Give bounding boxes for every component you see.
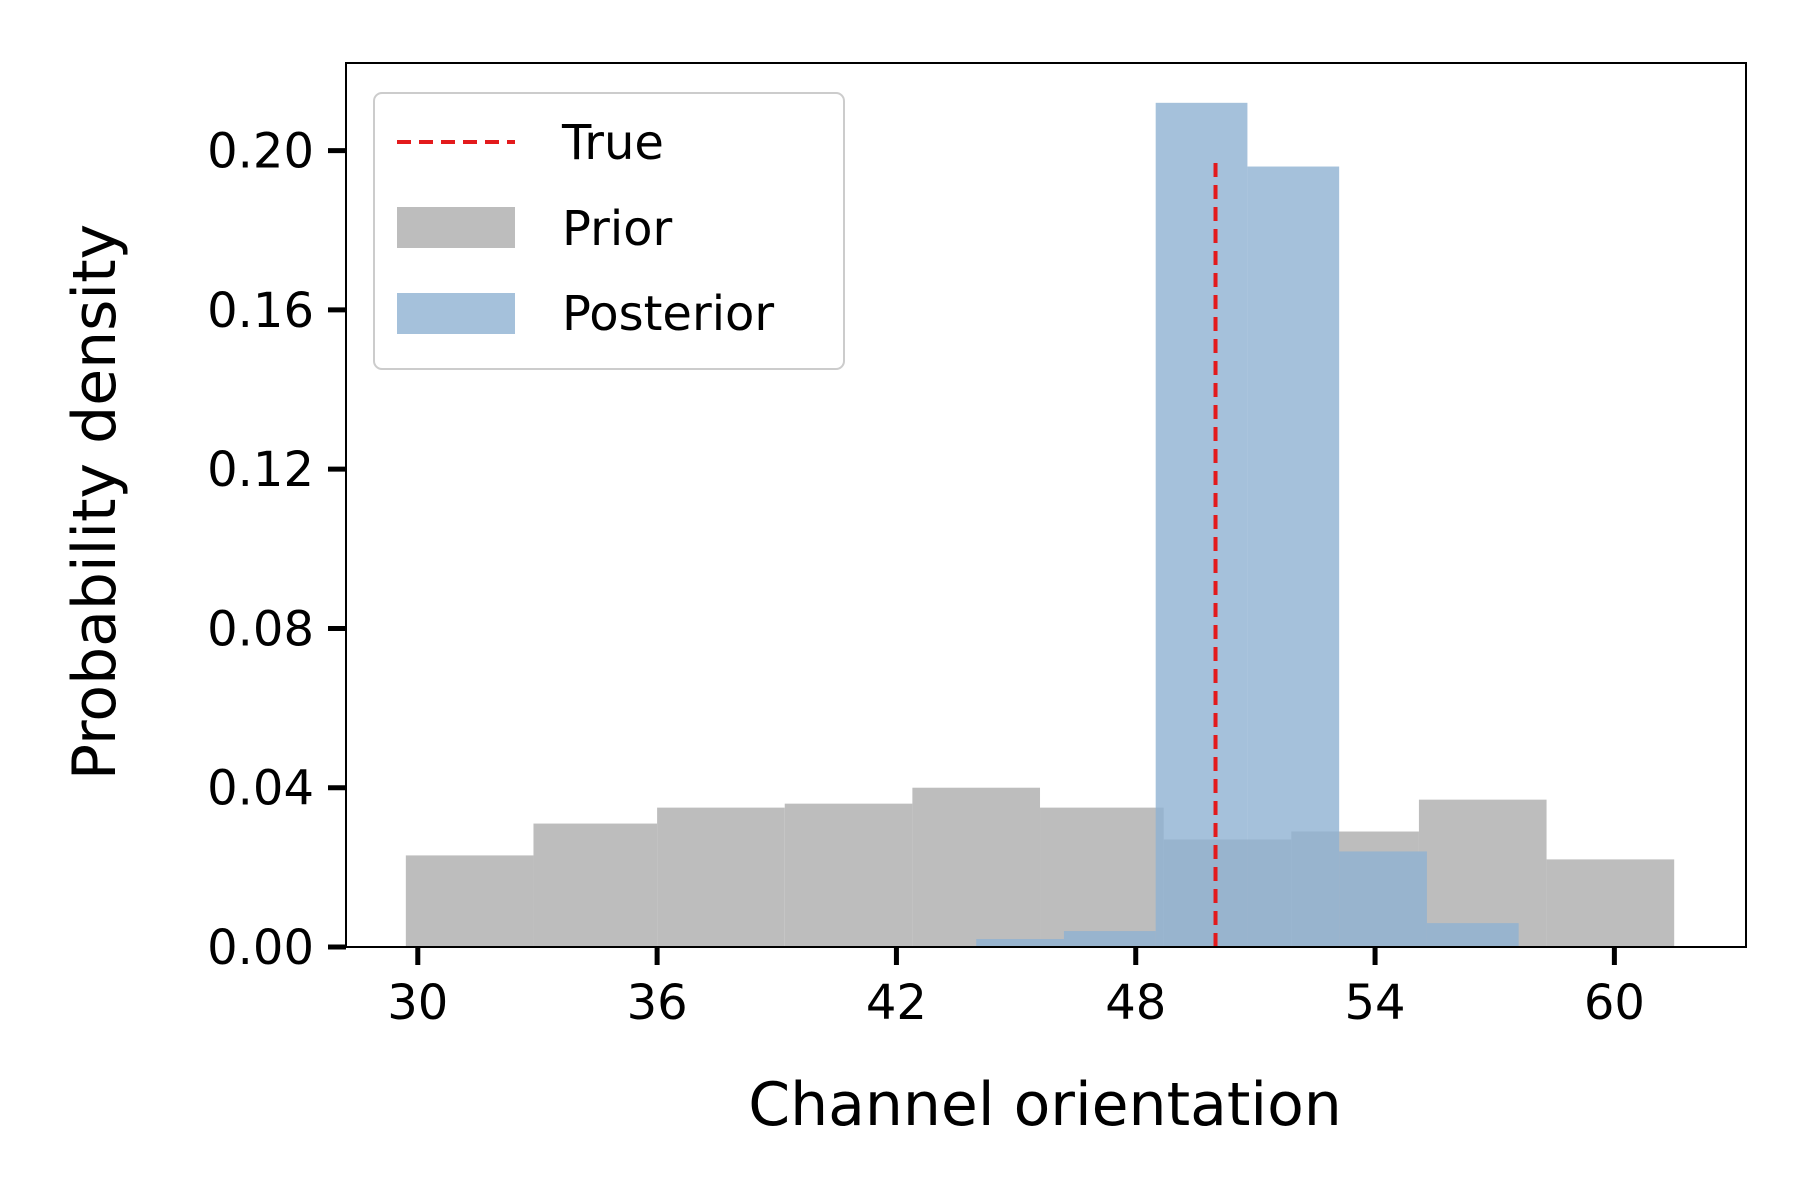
y-axis-ticks: 0.00 0.04 0.08 0.12 0.16 0.20 bbox=[207, 124, 346, 976]
prior-bar-5 bbox=[1040, 807, 1164, 947]
y-tick-label: 0.20 bbox=[207, 124, 314, 180]
prior-bar-3 bbox=[784, 803, 913, 947]
x-tick-label: 30 bbox=[387, 975, 448, 1031]
prior-bar-2 bbox=[657, 807, 785, 947]
posterior-bar-2 bbox=[1155, 102, 1248, 947]
x-axis-ticks: 30 36 42 48 54 60 bbox=[387, 947, 1645, 1031]
y-tick-label: 0.00 bbox=[207, 920, 314, 976]
posterior-bar-1 bbox=[1063, 931, 1156, 947]
posterior-bar-3 bbox=[1247, 166, 1340, 948]
x-tick-label: 60 bbox=[1584, 975, 1645, 1031]
legend-prior-label: Prior bbox=[562, 201, 673, 257]
y-tick-label: 0.16 bbox=[207, 283, 314, 339]
posterior-bars bbox=[976, 102, 1519, 948]
y-tick-label: 0.12 bbox=[207, 442, 314, 498]
prior-bar-1 bbox=[533, 823, 658, 947]
y-axis-label: Probability density bbox=[60, 224, 130, 780]
plot-frame bbox=[345, 62, 1747, 948]
x-tick-label: 36 bbox=[627, 975, 688, 1031]
legend-posterior-swatch bbox=[397, 293, 515, 334]
posterior-bar-5 bbox=[1426, 923, 1519, 947]
x-tick-label: 48 bbox=[1105, 975, 1166, 1031]
y-tick-label: 0.04 bbox=[207, 761, 314, 817]
posterior-bar-4 bbox=[1339, 851, 1427, 947]
prior-bar-0 bbox=[405, 855, 534, 947]
y-tick-label: 0.08 bbox=[207, 601, 314, 657]
prior-bar-9 bbox=[1546, 859, 1675, 947]
legend-true-label: True bbox=[561, 115, 664, 171]
x-tick-label: 54 bbox=[1345, 975, 1406, 1031]
x-axis-label: Channel orientation bbox=[748, 1070, 1342, 1140]
legend-posterior-label: Posterior bbox=[562, 286, 774, 342]
prior-bar-8 bbox=[1418, 799, 1547, 947]
x-tick-label: 42 bbox=[866, 975, 927, 1031]
prior-bar-4 bbox=[912, 787, 1041, 947]
legend: True Prior Posterior bbox=[373, 92, 845, 370]
posterior-bar-0 bbox=[976, 939, 1064, 947]
legend-prior-swatch bbox=[397, 207, 515, 248]
